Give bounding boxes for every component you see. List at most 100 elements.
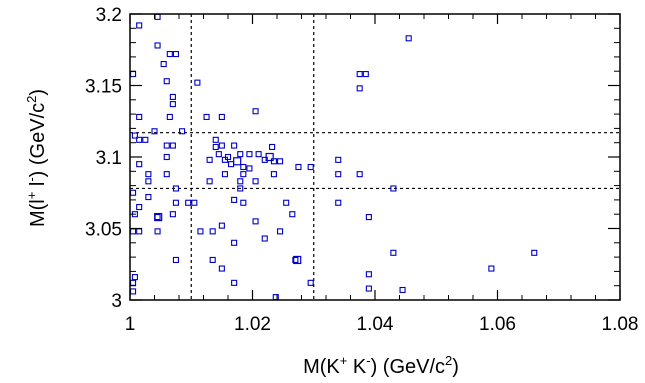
data-point bbox=[145, 178, 152, 185]
data-point bbox=[130, 228, 137, 235]
data-point bbox=[212, 143, 219, 151]
data-point bbox=[163, 78, 170, 85]
data-point bbox=[136, 136, 143, 143]
data-point bbox=[390, 185, 397, 192]
data-point bbox=[240, 163, 247, 171]
plot-frame bbox=[129, 13, 621, 301]
data-point bbox=[179, 128, 186, 135]
data-point bbox=[130, 71, 137, 78]
data-point bbox=[154, 228, 161, 235]
data-point bbox=[307, 279, 314, 286]
data-point bbox=[166, 113, 173, 121]
data-point bbox=[136, 228, 143, 235]
data-point bbox=[163, 142, 170, 149]
data-point bbox=[531, 249, 538, 256]
data-point bbox=[215, 151, 222, 158]
data-point bbox=[145, 171, 152, 178]
reference-lines bbox=[130, 14, 620, 300]
data-point bbox=[231, 239, 238, 246]
data-point bbox=[356, 171, 363, 178]
data-point bbox=[185, 199, 192, 206]
data-point bbox=[252, 178, 259, 185]
data-point bbox=[131, 274, 138, 281]
data-point bbox=[197, 228, 204, 235]
data-point bbox=[191, 199, 198, 206]
data-point bbox=[237, 151, 244, 158]
data-point bbox=[130, 288, 137, 295]
y-axis-title: M(l+ l-) (GeV/c2) bbox=[24, 89, 49, 227]
data-point bbox=[218, 222, 225, 229]
data-point bbox=[169, 93, 176, 100]
data-point bbox=[145, 193, 152, 201]
data-point bbox=[335, 156, 342, 163]
data-point bbox=[233, 157, 242, 166]
data-point bbox=[206, 156, 213, 163]
data-point bbox=[399, 286, 406, 294]
data-point bbox=[269, 143, 276, 151]
data-point bbox=[265, 152, 274, 162]
data-point bbox=[252, 108, 259, 115]
data-point bbox=[172, 199, 179, 206]
data-point bbox=[154, 42, 161, 49]
data-point bbox=[246, 151, 253, 158]
y-tick-label: 3 bbox=[111, 291, 122, 312]
data-point bbox=[154, 214, 161, 221]
data-point bbox=[405, 35, 412, 42]
x-axis-title: M(K+ K-) (GeV/c2) bbox=[303, 353, 459, 378]
data-point bbox=[255, 151, 262, 158]
data-point bbox=[218, 113, 225, 121]
data-point bbox=[293, 255, 302, 265]
data-point bbox=[252, 218, 259, 225]
data-point bbox=[237, 178, 244, 185]
data-point bbox=[365, 214, 372, 221]
data-point bbox=[221, 171, 228, 178]
data-point bbox=[151, 128, 158, 135]
data-point bbox=[356, 85, 363, 92]
y-tick-label: 3.1 bbox=[96, 148, 122, 169]
data-point bbox=[209, 256, 216, 264]
y-tick-label: 3.15 bbox=[85, 77, 122, 98]
data-point bbox=[163, 171, 170, 178]
data-point bbox=[231, 142, 238, 149]
data-point bbox=[136, 22, 143, 29]
data-point bbox=[283, 199, 290, 206]
data-point bbox=[270, 171, 277, 178]
y-tick-label: 3.2 bbox=[96, 5, 122, 26]
data-point bbox=[289, 211, 296, 218]
data-point bbox=[272, 294, 279, 301]
data-point bbox=[246, 165, 253, 172]
data-point bbox=[166, 50, 173, 58]
data-point bbox=[169, 211, 176, 218]
x-tick-label: 1.06 bbox=[479, 314, 516, 335]
data-point bbox=[277, 228, 284, 235]
data-point bbox=[231, 196, 238, 203]
data-point bbox=[224, 153, 232, 161]
data-point bbox=[203, 113, 210, 121]
x-tick-label: 1.08 bbox=[602, 314, 639, 335]
data-point bbox=[261, 156, 268, 163]
data-point bbox=[292, 256, 299, 264]
x-tick-label: 1 bbox=[125, 314, 136, 335]
data-point bbox=[365, 271, 372, 278]
data-point bbox=[240, 199, 247, 206]
data-point bbox=[237, 185, 244, 192]
x-tick-label: 1.02 bbox=[234, 314, 271, 335]
data-point bbox=[142, 136, 149, 143]
data-point bbox=[218, 142, 225, 149]
data-point bbox=[130, 189, 137, 196]
data-point bbox=[130, 279, 137, 286]
y-tick-label: 3.05 bbox=[85, 220, 122, 241]
data-point bbox=[488, 265, 495, 272]
data-point bbox=[172, 256, 179, 264]
data-point bbox=[240, 171, 247, 178]
data-point bbox=[365, 285, 372, 292]
data-point bbox=[277, 158, 284, 165]
data-point bbox=[270, 158, 277, 165]
data-point bbox=[335, 199, 342, 206]
data-point bbox=[160, 60, 167, 68]
data-point bbox=[295, 163, 302, 171]
data-point bbox=[362, 71, 369, 78]
tick-labels: 1 1.02 1.04 1.06 1.08 3 3.05 3.1 3.15 3.2 bbox=[85, 5, 638, 335]
data-point bbox=[136, 161, 143, 168]
